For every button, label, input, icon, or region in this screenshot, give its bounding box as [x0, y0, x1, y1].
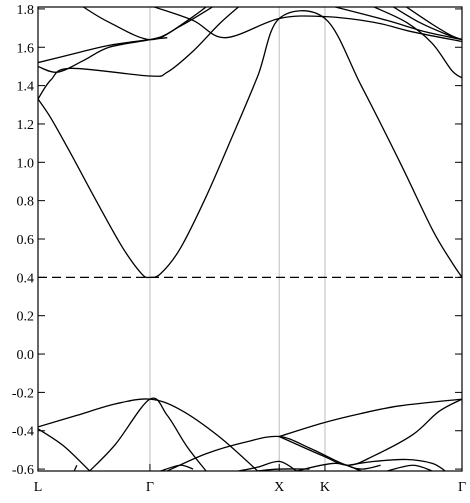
y-axis: -0.6 -0.4 -0.2 0.0 0.2 0.4 0.6 0.8 1.0 1.2 1.4 1.6 1…	[12, 3, 462, 478]
x-tick-label: X	[274, 480, 284, 495]
y-tick-label: 0.6	[17, 233, 35, 248]
high-symmetry-lines	[149, 7, 326, 471]
y-tick-label: 1.0	[17, 156, 35, 171]
band-line-7	[373, 7, 462, 79]
band-line-13	[73, 464, 78, 471]
x-tick-label: Γ	[146, 480, 154, 495]
band-line-20	[296, 462, 362, 471]
band-line-12	[89, 397, 207, 471]
band-line-2	[38, 7, 207, 73]
y-tick-label: -0.4	[12, 425, 34, 440]
band-line-16	[279, 398, 462, 438]
plot-frame	[37, 6, 463, 472]
y-tick-label: 1.4	[17, 80, 35, 95]
band-line-5	[82, 7, 213, 41]
y-tick-label: -0.6	[12, 463, 34, 478]
y-tick-label: 1.2	[17, 118, 35, 133]
y-tick-label: 0.0	[17, 348, 35, 363]
band-line-0	[38, 10, 462, 279]
y-tick-label: -0.2	[12, 386, 34, 401]
y-tick-label: 1.8	[17, 3, 35, 18]
band-line-9	[406, 7, 462, 41]
bands	[38, 7, 462, 471]
y-tick-label: 0.2	[17, 310, 35, 325]
x-tick-label: L	[34, 480, 43, 495]
band-line-22	[238, 460, 297, 471]
band-line-15	[167, 435, 381, 471]
band-line-11	[38, 428, 91, 471]
band-line-21	[386, 464, 433, 471]
band-line-10	[38, 398, 259, 471]
band-line-1	[38, 7, 239, 100]
band-line-18	[348, 458, 446, 471]
y-tick-label: 1.6	[17, 41, 35, 56]
x-tick-label: K	[320, 480, 330, 495]
band-line-4	[154, 7, 462, 43]
band-line-17	[278, 398, 462, 466]
x-tick-label: Γ	[458, 480, 466, 495]
y-tick-label: 0.4	[17, 271, 35, 286]
band-line-6	[335, 7, 462, 41]
y-tick-label: 0.8	[17, 195, 35, 210]
